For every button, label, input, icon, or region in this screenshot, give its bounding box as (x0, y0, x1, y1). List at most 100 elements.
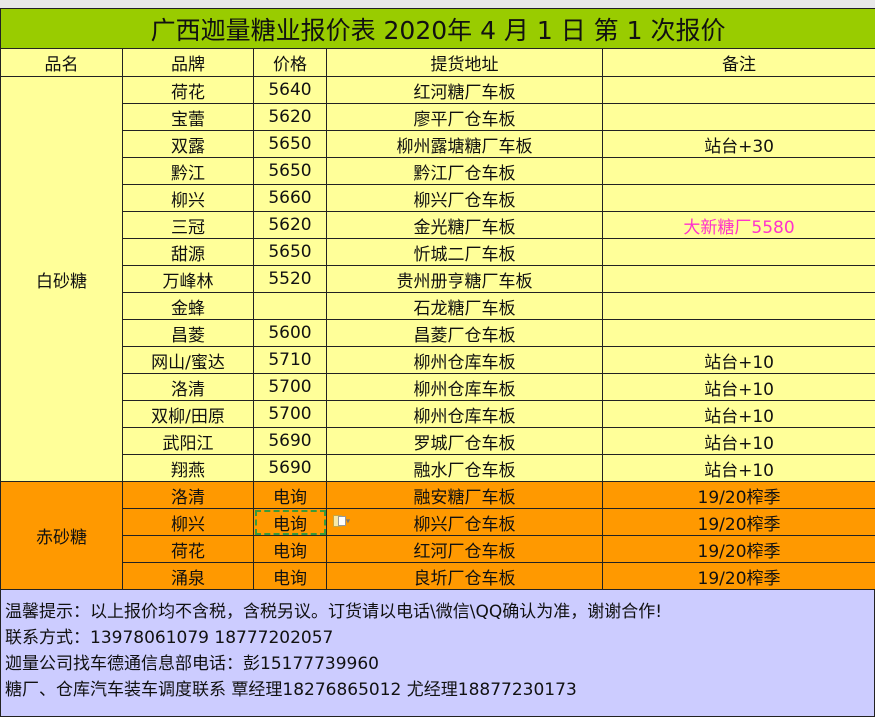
price-cell[interactable]: 5650 (253, 157, 327, 185)
note-cell[interactable]: 站台+10 (601, 454, 875, 482)
table-row: 武阳江 5690 罗城厂仓车板 站台+10 (1, 427, 875, 455)
address-cell[interactable]: 柳兴厂仓车板 (326, 184, 603, 212)
note-cell[interactable]: 站台+10 (601, 427, 875, 455)
address-cell[interactable]: 廖平厂仓车板 (326, 103, 603, 131)
table-row: 柳兴 5660 柳兴厂仓车板 (1, 184, 875, 212)
price-table: 广西迦量糖业报价表 2020年 4 月 1 日 第 1 次报价 品名 品牌 价格… (0, 8, 875, 590)
brand-cell[interactable]: 洛清 (122, 373, 254, 401)
address-cell[interactable]: 金光糖厂车板 (326, 211, 603, 239)
table-row: 网山/蜜达 5710 柳州仓库车板 站台+10 (1, 346, 875, 374)
brand-cell[interactable]: 金蜂 (122, 292, 254, 320)
address-cell[interactable]: 贵州册亨糖厂车板 (326, 265, 603, 293)
price-cell[interactable]: 5650 (253, 238, 327, 266)
price-cell[interactable]: 5690 (253, 454, 327, 482)
brand-cell[interactable]: 荷花 (122, 76, 254, 104)
brand-cell[interactable]: 翔燕 (122, 454, 254, 482)
note-cell[interactable] (601, 103, 875, 131)
address-cell[interactable]: 柳州露塘糖厂车板 (326, 130, 603, 158)
note-cell[interactable] (601, 265, 875, 293)
table-row: 白砂糖 荷花 5640 红河糖厂车板 (0, 76, 875, 482)
header-price[interactable]: 价格 (253, 48, 327, 77)
price-cell[interactable]: 电询 (253, 481, 327, 509)
price-cell[interactable]: 5690 (253, 427, 327, 455)
price-cell[interactable]: 电询 (253, 562, 327, 590)
table-row: 赤砂糖 洛清 电询 融安糖厂车板 19/20榨季 (0, 481, 875, 590)
price-cell[interactable]: 电询 (253, 535, 327, 563)
note-cell[interactable]: 站台+10 (601, 373, 875, 401)
brand-cell[interactable]: 宝蕾 (122, 103, 254, 131)
table-row: 甜源 5650 忻城二厂车板 (1, 238, 875, 266)
brand-cell[interactable]: 昌菱 (122, 319, 254, 347)
address-cell[interactable]: 黔江厂仓车板 (326, 157, 603, 185)
price-cell[interactable] (253, 292, 327, 320)
address-cell[interactable]: 柳州仓库车板 (326, 346, 603, 374)
note-cell[interactable] (601, 76, 875, 104)
note-cell[interactable]: 19/20榨季 (601, 535, 875, 563)
paste-options-icon[interactable]: ▾ (333, 514, 355, 528)
address-cell[interactable]: 融水厂仓车板 (326, 454, 603, 482)
note-cell[interactable] (601, 319, 875, 347)
page-title[interactable]: 广西迦量糖业报价表 2020年 4 月 1 日 第 1 次报价 (0, 8, 875, 49)
address-cell[interactable]: 柳兴厂仓车板 (326, 508, 603, 536)
brand-cell[interactable]: 黔江 (122, 157, 254, 185)
table-row: 柳兴 电询 柳兴厂仓车板 19/20榨季 (1, 508, 875, 536)
note-cell[interactable]: 19/20榨季 (601, 562, 875, 590)
header-note[interactable]: 备注 (601, 48, 875, 77)
header-row: 品名 品牌 价格 提货地址 备注 (0, 48, 875, 77)
note-cell[interactable]: 站台+10 (601, 346, 875, 374)
brand-cell[interactable]: 双柳/田原 (122, 400, 254, 428)
notes-panel[interactable]: 温馨提示：以上报价均不含税，含税另议。订货请以电话\微信\QQ确认为准，谢谢合作… (0, 590, 875, 717)
note-cell[interactable] (601, 157, 875, 185)
address-cell[interactable]: 罗城厂仓车板 (326, 427, 603, 455)
address-cell[interactable]: 红河糖厂车板 (326, 76, 603, 104)
address-cell[interactable]: 昌菱厂仓车板 (326, 319, 603, 347)
brand-cell[interactable]: 武阳江 (122, 427, 254, 455)
brand-cell[interactable]: 双露 (122, 130, 254, 158)
table-row: 万峰林 5520 贵州册亨糖厂车板 (1, 265, 875, 293)
brand-cell[interactable]: 万峰林 (122, 265, 254, 293)
category-cell[interactable]: 白砂糖 (0, 76, 123, 482)
category-cell[interactable]: 赤砂糖 (0, 481, 123, 590)
note-cell[interactable] (601, 184, 875, 212)
brand-cell[interactable]: 柳兴 (122, 508, 254, 536)
brand-cell[interactable]: 荷花 (122, 535, 254, 563)
note-cell[interactable]: 站台+10 (601, 400, 875, 428)
address-cell[interactable]: 柳州仓库车板 (326, 400, 603, 428)
address-cell[interactable]: 柳州仓库车板 (326, 373, 603, 401)
price-cell[interactable]: 5700 (253, 400, 327, 428)
price-cell[interactable]: 5520 (253, 265, 327, 293)
table-row: 翔燕 5690 融水厂仓车板 站台+10 (1, 454, 875, 482)
header-category[interactable]: 品名 (0, 48, 123, 77)
address-cell[interactable]: 忻城二厂车板 (326, 238, 603, 266)
price-cell[interactable]: 5700 (253, 373, 327, 401)
price-cell[interactable]: 5620 (253, 103, 327, 131)
brand-cell[interactable]: 三冠 (122, 211, 254, 239)
note-cell[interactable] (601, 292, 875, 320)
brand-cell[interactable]: 甜源 (122, 238, 254, 266)
note-cell[interactable]: 站台+30 (601, 130, 875, 158)
note-cell[interactable] (601, 238, 875, 266)
brand-cell[interactable]: 涌泉 (122, 562, 254, 590)
price-cell[interactable]: 5650 (253, 130, 327, 158)
note-cell[interactable]: 大新糖厂5580 (601, 211, 875, 239)
note-dispatch: 糖厂、仓库汽车装车调度联系 覃经理18276865012 尤经理18877230… (5, 680, 577, 700)
note-cell[interactable]: 19/20榨季 (601, 481, 875, 509)
table-row: 三冠 5620 金光糖厂车板 大新糖厂5580 (1, 211, 875, 239)
address-cell[interactable]: 融安糖厂车板 (326, 481, 603, 509)
brand-cell[interactable]: 洛清 (122, 481, 254, 509)
price-cell[interactable]: 5600 (253, 319, 327, 347)
price-cell[interactable]: 电询 (253, 508, 327, 536)
price-cell[interactable]: 5640 (253, 76, 327, 104)
address-cell[interactable]: 石龙糖厂车板 (326, 292, 603, 320)
header-brand[interactable]: 品牌 (122, 48, 254, 77)
note-cell[interactable]: 19/20榨季 (601, 508, 875, 536)
address-cell[interactable]: 红河厂仓车板 (326, 535, 603, 563)
price-cell[interactable]: 5710 (253, 346, 327, 374)
price-cell[interactable]: 5620 (253, 211, 327, 239)
brand-cell[interactable]: 网山/蜜达 (122, 346, 254, 374)
table-row: 涌泉 电询 良圻厂仓车板 19/20榨季 (1, 562, 875, 590)
brand-cell[interactable]: 柳兴 (122, 184, 254, 212)
price-cell[interactable]: 5660 (253, 184, 327, 212)
header-address[interactable]: 提货地址 (326, 48, 603, 77)
address-cell[interactable]: 良圻厂仓车板 (326, 562, 603, 590)
